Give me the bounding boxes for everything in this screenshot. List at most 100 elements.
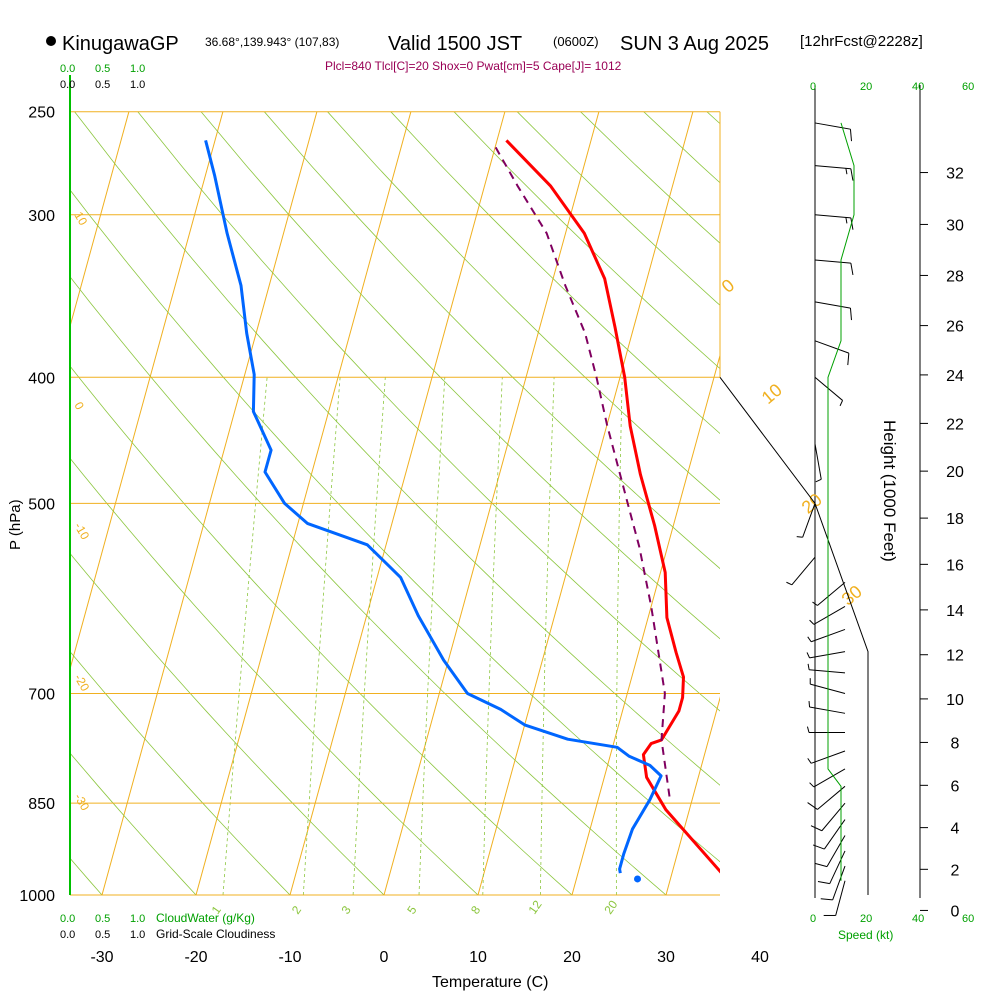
wind-barb-flag (812, 844, 825, 850)
height-tick-label: 28 (946, 268, 964, 285)
speed-tick: 20 (860, 81, 872, 93)
wind-barb-flag (850, 168, 854, 181)
surface-dewpoint-marker (634, 875, 642, 883)
right-axis-title: Height (1000 Feet) (880, 420, 899, 562)
wind-barb-staff (832, 865, 846, 901)
wind-barb-flag (808, 701, 811, 708)
wind-barb-flag (812, 601, 818, 606)
wind-barb-staff (813, 768, 846, 788)
pressure-tick-label: 1000 (19, 888, 55, 905)
height-tick-label: 10 (946, 692, 964, 709)
height-tick-label: 24 (946, 368, 964, 385)
height-tick-label: 0 (951, 903, 960, 920)
station-coords: 36.68°,139.943° (107,83) (205, 35, 339, 49)
dry-adiabat-line (960, 112, 1000, 895)
height-tick-label: 6 (951, 778, 960, 795)
cloud-water-tick: 0.5 (95, 63, 110, 75)
pressure-tick-label: 500 (28, 496, 55, 513)
wind-barb-staff (829, 850, 846, 884)
wind-barbs (719, 122, 869, 916)
cloud-scale-bottom: 0.0 0.5 1.0 CloudWater (g/Kg) 0.0 0.5 1.… (60, 911, 275, 941)
dry-adiabat-line (70, 276, 667, 895)
mixing-ratio-line (222, 377, 268, 895)
dry-adiabat-line (263, 111, 720, 570)
wind-barb-flag (786, 581, 793, 586)
speed-tick: 60 (962, 913, 974, 925)
utc-time: (0600Z) (553, 34, 599, 49)
wind-barb-flag (796, 536, 803, 538)
wind-barb-staff (809, 651, 846, 659)
height-tick-label: 32 (946, 166, 964, 183)
wind-barb-flag (807, 663, 810, 670)
dry-adiabat-lines (70, 111, 1000, 895)
mixing-ratio-line (418, 377, 446, 895)
isotherm-label: -10 (71, 520, 92, 542)
cloud-scale-top: 0.0 0.5 1.0 0.0 0.5 1.0 (60, 63, 145, 91)
forecast-date: SUN 3 Aug 2025 (620, 33, 769, 55)
cloudiness-tick: 1.0 (130, 929, 145, 941)
cloudiness-tick: 0.0 (60, 929, 75, 941)
mixing-ratio-line (352, 377, 386, 895)
wind-barb-staff (826, 835, 846, 867)
wind-barb-flag (850, 263, 854, 276)
isotherm-labels: 100-10-20-30 (71, 209, 92, 813)
isotherm-label: 0 (71, 399, 87, 412)
isotherm-label: 10 (71, 209, 90, 228)
speed-scale-bottom: 0 20 40 60 Speed (kt) (810, 913, 974, 942)
dry-adiabat-line (327, 111, 720, 501)
dry-adiabat-line (200, 111, 720, 640)
wind-barb-staff (817, 581, 846, 606)
dry-adiabat-line (70, 457, 479, 895)
wind-barb-flag (807, 758, 812, 764)
isotherm-line (70, 111, 130, 329)
station-dot-icon (46, 36, 56, 46)
valid-time: Valid 1500 JST (388, 33, 522, 55)
cloudiness-tick: 1.0 (130, 79, 145, 91)
dry-adiabat-line (74, 111, 720, 786)
wind-barb-flag (815, 478, 822, 483)
dewpoint-line (204, 140, 663, 874)
temperature-tick-label: -10 (278, 949, 301, 966)
wind-barb-staff (791, 556, 816, 586)
mixing-ratio-labels: 1 2 3 5 8 12 20 (209, 897, 621, 916)
temperature-line (505, 139, 720, 874)
side-isotherm-label: 0 (718, 275, 739, 297)
wind-barb-flag (809, 619, 815, 625)
mixing-ratio-label: 8 (468, 903, 483, 917)
wind-barb-flag (817, 881, 830, 885)
wind-barb-staff (814, 214, 851, 219)
sounding-params: Plcl=840 Tlcl[C]=20 Shox=0 Pwat[cm]=5 Ca… (325, 59, 622, 73)
wind-barb-staff (813, 605, 846, 625)
station-name: KinugawaGP (62, 33, 179, 55)
temperature-axis: -30 -20 -10 0 10 20 30 40 (90, 949, 769, 966)
cloud-water-label: CloudWater (g/Kg) (156, 911, 255, 925)
wind-barb-staff (809, 706, 846, 714)
cloud-water-tick: 1.0 (130, 913, 145, 925)
speed-tick: 0 (810, 81, 816, 93)
pressure-tick-label: 300 (28, 208, 55, 225)
temperature-tick-label: 0 (380, 949, 389, 966)
parcel-line (494, 146, 671, 797)
wind-barb-staff (823, 819, 846, 850)
height-tick-label: 16 (946, 557, 964, 574)
dry-adiabat-line (453, 111, 720, 370)
surface-temperature-marker (723, 875, 731, 883)
dry-adiabat-line (70, 752, 197, 895)
cloud-water-tick: 0.0 (60, 913, 75, 925)
temperature-tick-label: -20 (184, 949, 207, 966)
wind-barb-flag (847, 353, 850, 366)
speed-tick: 60 (962, 81, 974, 93)
wind-barb-staff (817, 785, 846, 810)
height-tick-label: 30 (946, 217, 964, 234)
mixing-ratio-line (615, 377, 623, 895)
mixing-ratio-lines (222, 377, 623, 895)
height-tick-label: 4 (951, 821, 960, 838)
wind-barb-flag (807, 636, 812, 643)
speed-tick: 20 (860, 913, 872, 925)
wind-barb-staff (835, 880, 846, 916)
wind-barb-flag (849, 129, 852, 142)
wind-barb-staff (814, 443, 822, 480)
